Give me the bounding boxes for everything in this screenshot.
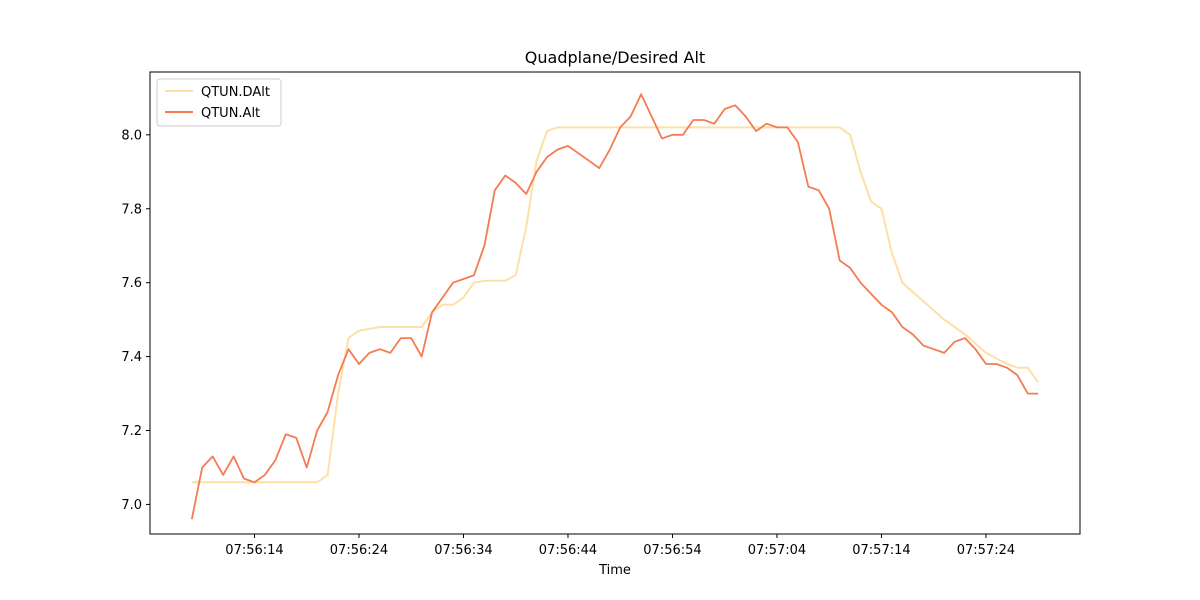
series-line-qtun-dalt [191, 126, 1040, 484]
y-tick-label: 7.4 [121, 350, 142, 365]
y-axis: 7.0 7.2 7.4 7.6 7.8 8.0 [121, 128, 150, 513]
legend-label-alt: QTUN.Alt [201, 106, 260, 121]
x-tick-label: 07:57:24 [957, 543, 1015, 558]
legend-label-dalt: QTUN.DAlt [201, 85, 270, 100]
series-line-qtun-alt [190, 93, 1039, 520]
y-tick-label: 7.0 [121, 498, 142, 513]
x-tick-label: 07:56:54 [643, 543, 701, 558]
plot-frame [149, 71, 1081, 535]
y-tick-label: 7.8 [121, 202, 142, 217]
x-axis-label: Time [598, 563, 631, 578]
x-tick-label: 07:57:14 [852, 543, 910, 558]
x-axis: 07:56:14 07:56:24 07:56:34 07:56:44 07:56:54… [225, 534, 1015, 558]
x-tick-label: 07:56:44 [539, 543, 597, 558]
chart-title: Quadplane/Desired Alt [525, 48, 705, 67]
y-tick-label: 7.6 [121, 276, 142, 291]
x-tick-label: 07:56:24 [330, 543, 388, 558]
series-layer [190, 93, 1040, 520]
legend: QTUN.DAlt QTUN.Alt [156, 78, 282, 127]
y-tick-label: 7.2 [121, 424, 142, 439]
x-tick-label: 07:56:34 [434, 543, 492, 558]
x-tick-label: 07:56:14 [225, 543, 283, 558]
y-tick-label: 8.0 [121, 128, 142, 143]
x-tick-label: 07:57:04 [748, 543, 806, 558]
plot-background [150, 72, 1080, 534]
plot-area [149, 71, 1081, 535]
